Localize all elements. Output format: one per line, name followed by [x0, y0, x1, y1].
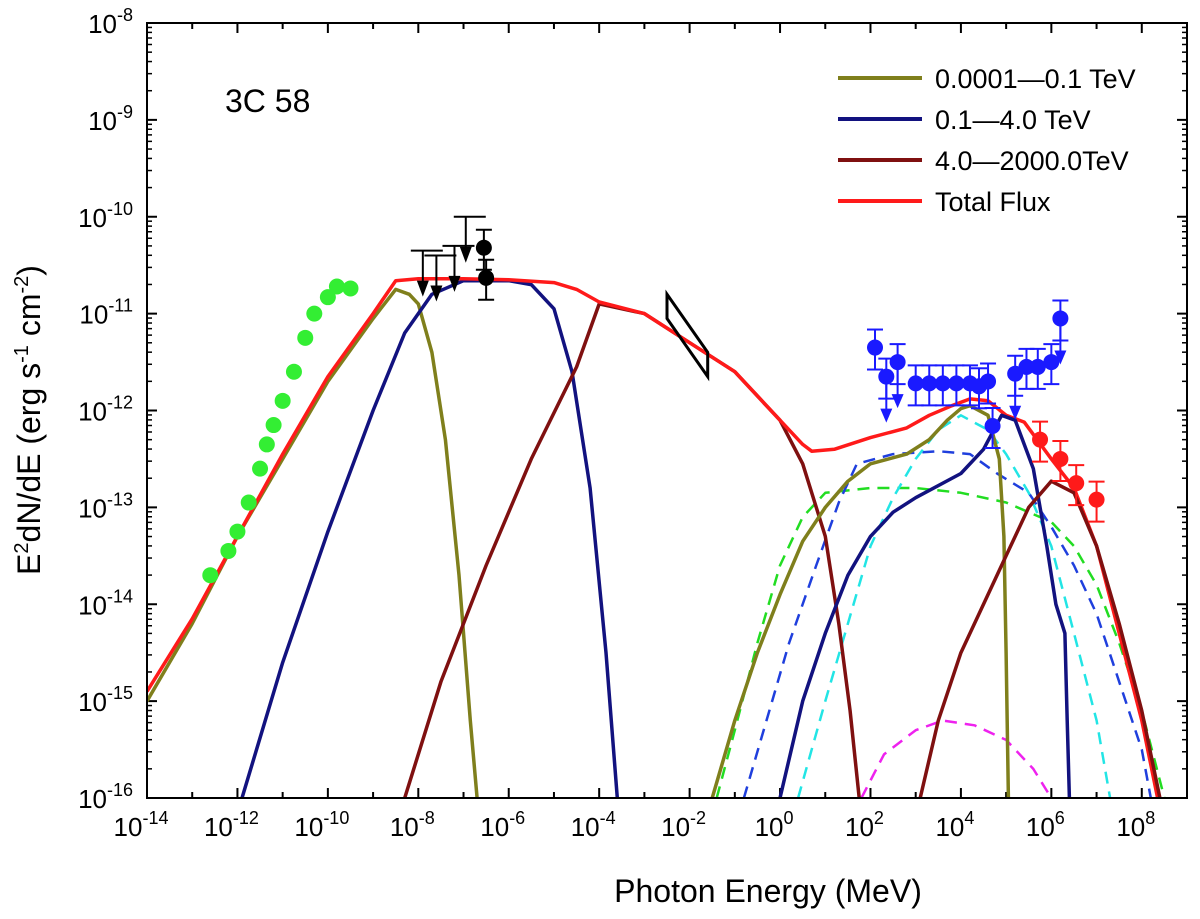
series-line [918, 479, 1162, 798]
data-point [1032, 431, 1049, 448]
y-axis-label: E2dN/dE (erg s-1 cm-2) [11, 265, 47, 575]
x-tick-label: 10-12 [204, 808, 259, 842]
series-line [796, 414, 1112, 798]
curves [147, 277, 1166, 798]
data-point [1088, 491, 1105, 508]
upper-limit-arrow [448, 275, 461, 292]
x-tick-label: 10-6 [480, 808, 525, 842]
data-points [202, 215, 1105, 584]
data-point [984, 418, 1001, 434]
x-tick-label: 10-2 [661, 808, 706, 842]
data-point [1052, 450, 1069, 467]
y-label-sup1: 2 [11, 542, 33, 553]
fermi-ul-arrow [1054, 350, 1067, 365]
data-point [867, 339, 883, 356]
data-point [934, 375, 951, 392]
y-tick-label: 10-16 [78, 780, 133, 814]
data-point [478, 269, 495, 286]
x-tick-label: 10-8 [390, 808, 435, 842]
data-point [980, 373, 997, 390]
series-line [742, 449, 1153, 798]
data-point [948, 375, 965, 392]
x-tick-label: 10-14 [114, 808, 169, 842]
data-point [265, 417, 282, 434]
plot-curves [147, 277, 1166, 798]
legend-label: 4.0—2000.0TeV [935, 146, 1129, 176]
chart-title: 3C 58 [225, 83, 310, 119]
axis-ticks [146, 22, 1188, 799]
data-point [274, 392, 291, 409]
svg-text:E2dN/dE (erg s-1 cm-2): E2dN/dE (erg s-1 cm-2) [11, 265, 47, 575]
data-point [240, 494, 257, 511]
y-tick-labels: 10-16 10-15 10-14 10-13 10-12 10-11 10-10 10-9 1… [78, 5, 133, 814]
y-label-sup2: -1 [11, 345, 33, 363]
series-line [778, 413, 1072, 798]
y-tick-label: 10-9 [88, 102, 133, 136]
x-tick-label: 106 [1026, 808, 1065, 842]
y-label-end: ) [11, 265, 47, 276]
plot-frame [146, 22, 1188, 799]
y-tick-label: 10-13 [78, 489, 133, 523]
y-tick-label: 10-15 [78, 683, 133, 717]
data-point [285, 363, 302, 380]
data-point [907, 375, 924, 392]
data-point [229, 523, 246, 540]
data-point [328, 278, 345, 295]
y-label-mid: dN/dE (erg s [11, 363, 47, 543]
x-tick-label: 108 [1116, 808, 1155, 842]
data-point [1029, 358, 1046, 375]
data-point [258, 436, 275, 453]
y-tick-label: 10-8 [88, 5, 133, 39]
upper-limit-arrow [459, 246, 472, 263]
data-point [475, 239, 492, 256]
series-line [715, 486, 1166, 798]
data-point [220, 542, 237, 559]
x-tick-labels: 10-14 10-12 10-10 10-8 10-6 10-4 10-2 100 102 104… [114, 808, 1156, 842]
series-line [710, 403, 1011, 798]
legend-label: 0.0001—0.1 TeV [935, 64, 1136, 94]
data-point [306, 305, 323, 322]
y-tick-label: 10-11 [79, 296, 133, 330]
bowtie [665, 289, 710, 382]
data-point [921, 375, 938, 392]
fermi-ul-arrow [1009, 405, 1022, 420]
x-tick-label: 10-10 [294, 808, 349, 842]
x-tick-label: 102 [845, 808, 884, 842]
data-point [1018, 358, 1035, 375]
data-point [202, 567, 219, 584]
data-point [1068, 475, 1085, 492]
upper-limit-arrow [416, 280, 429, 297]
y-tick-label: 10-12 [78, 393, 133, 427]
x-axis-label: Photon Energy (MeV) [614, 873, 922, 909]
y-label-mid2: cm [11, 294, 47, 346]
data-point [297, 329, 314, 346]
fermi-ul-arrow [880, 408, 893, 423]
data-point [319, 289, 336, 306]
data-point [1043, 354, 1060, 371]
x-tick-label: 100 [755, 808, 794, 842]
y-tick-label: 10-14 [78, 586, 133, 620]
y-label-e: E [11, 554, 47, 575]
legend-label: Total Flux [935, 187, 1051, 217]
series-line [860, 719, 1053, 798]
series-line [403, 302, 861, 798]
x-tick-label: 104 [935, 808, 974, 842]
legend: 0.0001—0.1 TeV 0.1—4.0 TeV 4.0—2000.0TeV To… [838, 64, 1136, 217]
y-label-sup3: -2 [11, 276, 33, 294]
data-point [342, 280, 359, 297]
legend-label: 0.1—4.0 TeV [935, 105, 1091, 135]
data-point [252, 460, 269, 477]
fermi-ul-arrow [891, 394, 904, 409]
upper-limit-arrow [430, 285, 443, 302]
y-tick-label: 10-10 [78, 199, 133, 233]
x-tick-label: 10-4 [571, 808, 616, 842]
